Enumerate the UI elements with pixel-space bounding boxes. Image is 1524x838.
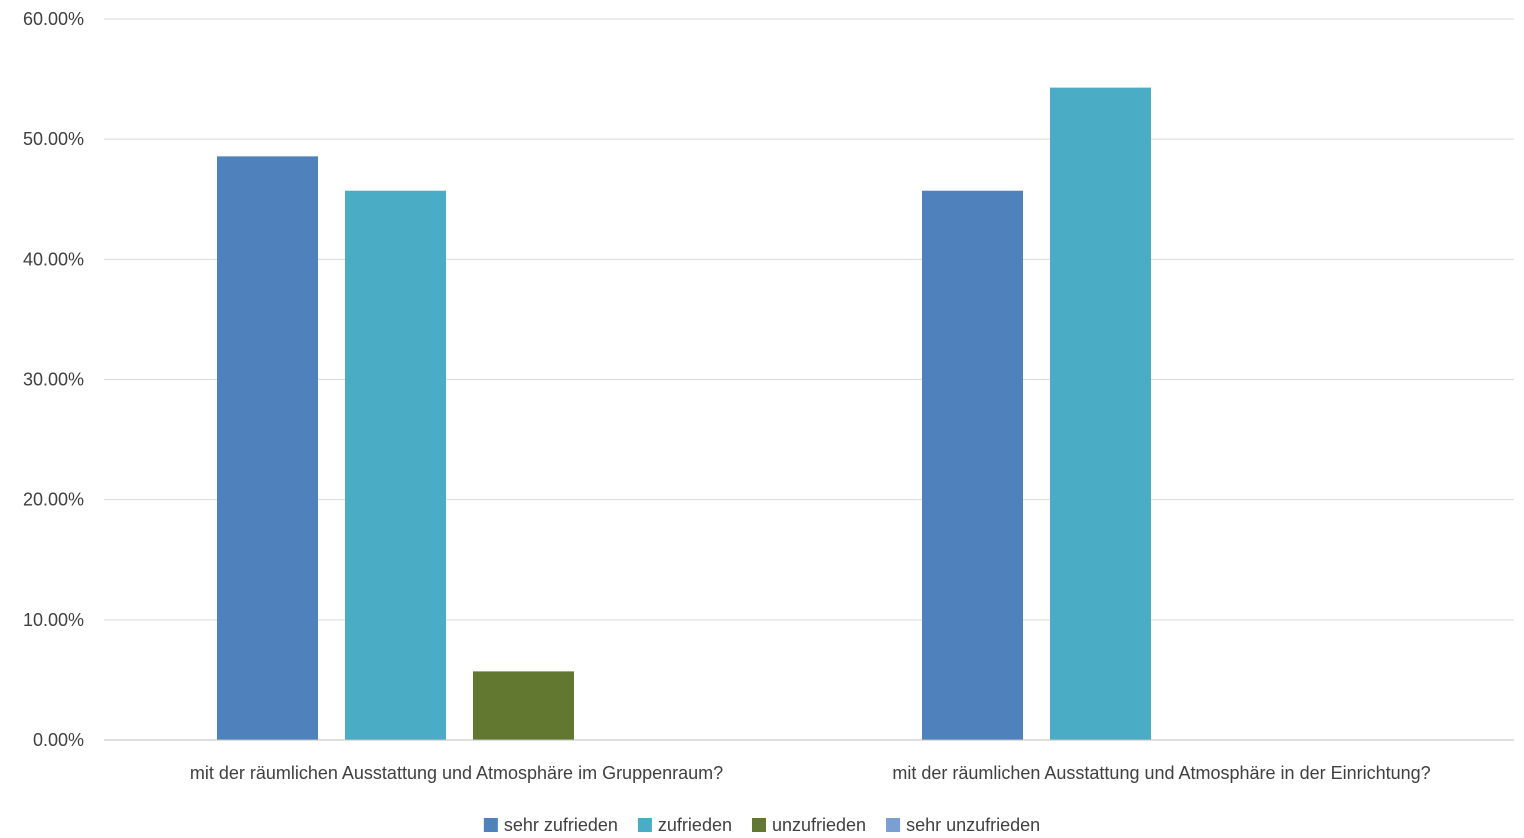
legend-swatch (637, 818, 652, 832)
y-tick-label: 10.00% (23, 610, 84, 630)
y-tick-label: 40.00% (23, 249, 84, 269)
legend-item: sehr zufrieden (483, 815, 618, 835)
bar (345, 190, 446, 741)
legend: sehr zufrieden zufrieden unzufrieden sehr u… (483, 815, 1040, 835)
legend-label: unzufrieden (772, 815, 866, 835)
legend-item: unzufrieden (751, 815, 866, 835)
y-tick-label: 20.00% (23, 490, 84, 510)
legend-label: zufrieden (658, 815, 732, 835)
y-tick-label: 0.00% (33, 730, 84, 750)
legend-item: sehr unzufrieden (886, 815, 1040, 835)
legend-swatch (886, 818, 901, 832)
bar (922, 190, 1023, 741)
legend-label: sehr zufrieden (504, 815, 618, 835)
x-axis-categories: mit der räumlichen Ausstattung und Atmos… (190, 763, 1431, 783)
bar (473, 671, 574, 740)
bar (1050, 87, 1151, 740)
y-tick-label: 60.00% (23, 9, 84, 29)
bars (217, 87, 1151, 741)
legend-swatch (483, 818, 498, 832)
y-tick-label: 30.00% (23, 370, 84, 390)
y-axis-ticks: 0.00% 10.00% 20.00% 30.00% 40.00% 50.00% 60.00… (23, 9, 84, 750)
x-category-label: mit der räumlichen Ausstattung und Atmos… (892, 763, 1430, 783)
y-tick-label: 50.00% (23, 129, 84, 149)
legend-swatch (751, 818, 766, 832)
bar (217, 156, 318, 741)
x-category-label: mit der räumlichen Ausstattung und Atmos… (190, 763, 723, 783)
legend-label: sehr unzufrieden (906, 815, 1040, 835)
legend-item: zufrieden (637, 815, 732, 835)
gridlines (104, 18, 1514, 621)
